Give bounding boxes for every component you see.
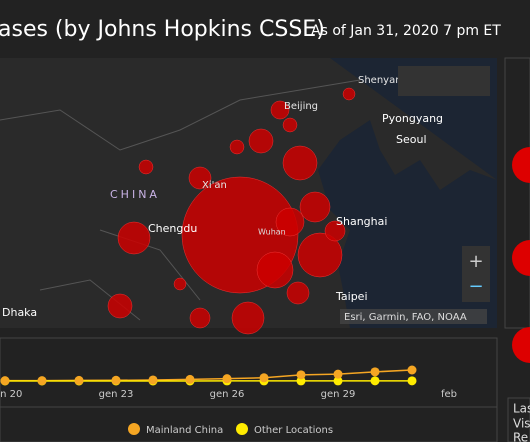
series-dot [407,376,417,386]
x-tick-label: feb [441,389,457,400]
series-dot [148,375,158,385]
attribution-box [340,309,487,324]
x-tick-label: gen 29 [321,389,356,400]
header-bar [0,0,530,52]
country-label: CHINA [110,188,160,201]
legend-label: Mainland China [146,425,223,436]
side-text: Las [513,402,530,416]
side-text: Vis [513,417,530,431]
place-label: Shenyang [358,75,408,86]
place-label: Chengdu [148,222,197,235]
series-dot [296,370,306,380]
sea [318,58,497,328]
place-label: Shanghai [336,215,387,228]
subtitle: As of Jan 31, 2020 7 pm ET [311,23,501,39]
title: ases (by Johns Hopkins CSSE) [0,17,325,42]
x-tick-label: gen 23 [99,389,134,400]
series-dot [37,376,47,386]
legend-swatch [236,423,248,435]
place-label: Beijing [284,101,318,112]
side-icon [512,240,530,276]
side-info [507,397,530,442]
attribution: Esri, Garmin, FAO, NOAA [344,312,467,323]
place-label: Taipei [335,290,368,303]
map-toolbar[interactable] [398,66,490,96]
timeline-chart: gen 20 gen 23 gen 26 gen 29 feb Mainland Chin… [0,365,457,436]
map-labels: Shenyang Beijing Pyongyang Seoul CHINA C… [2,75,443,319]
series-dot [407,365,417,375]
place-label: Wuhan [258,228,286,237]
series-dot [185,374,195,384]
series-dot [333,369,343,379]
series-dot [259,373,269,383]
timeline-panel [0,337,498,442]
place-label: Pyongyang [382,112,443,125]
zoom-out[interactable]: − [468,276,483,297]
legend-swatch [128,423,140,435]
series-dot [370,367,380,377]
place-label: Dhaka [2,306,37,319]
place-label: Xi'an [202,180,227,191]
series-dot [74,375,84,385]
side-icon [512,327,530,363]
side-panel [504,57,530,329]
series-dot [0,376,10,386]
case-circles [107,87,356,335]
series-dot [222,374,232,384]
legend-label: Other Locations [254,425,333,436]
zoom-control[interactable] [462,246,490,302]
side-text: Re [513,431,528,442]
side-icon [512,147,530,183]
place-label: Seoul [396,133,427,146]
x-tick-label: gen 26 [210,389,245,400]
x-tick-label: gen 20 [0,389,22,400]
zoom-in[interactable]: + [468,251,483,272]
series-dot [111,375,121,385]
series-dot [333,376,343,386]
series-dot [370,376,380,386]
